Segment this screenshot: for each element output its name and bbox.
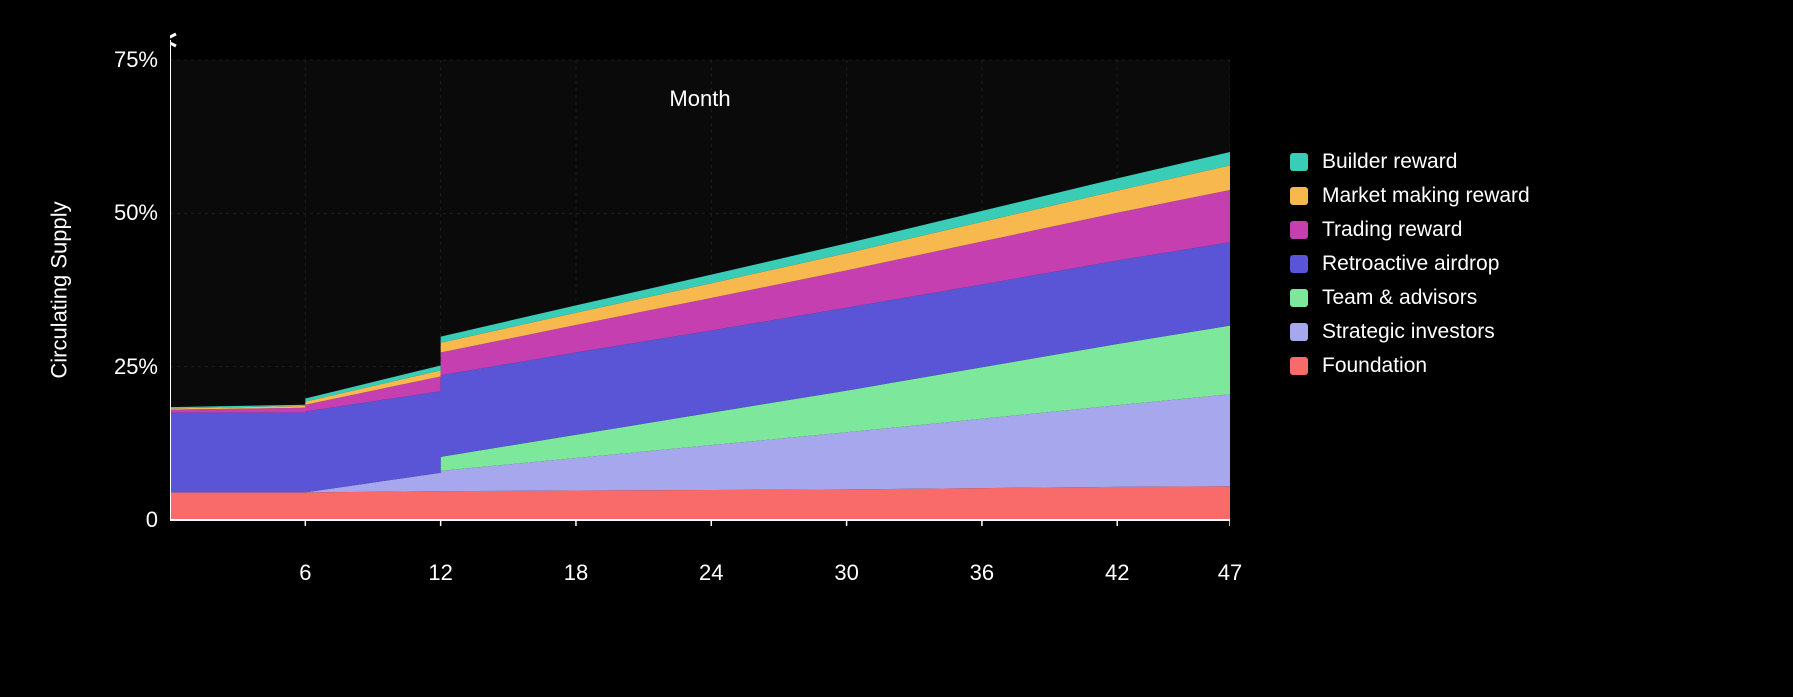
x-axis-ticks: 612182430364247: [170, 550, 1230, 586]
x-axis-label: Month: [669, 86, 730, 112]
legend-swatch: [1290, 187, 1308, 205]
y-tick: 0: [146, 507, 158, 533]
y-tick: 50%: [114, 200, 158, 226]
y-axis-ticks: 0 25% 50% 75%: [80, 30, 170, 550]
legend-label: Market making reward: [1322, 184, 1530, 208]
legend-swatch: [1290, 323, 1308, 341]
y-axis-label-container: Circulating Supply: [40, 30, 80, 550]
y-tick: 75%: [114, 47, 158, 73]
legend-swatch: [1290, 357, 1308, 375]
y-axis-label: Circulating Supply: [47, 201, 73, 378]
legend-swatch: [1290, 289, 1308, 307]
legend-swatch: [1290, 221, 1308, 239]
legend-label: Team & advisors: [1322, 286, 1477, 310]
legend: Builder reward Market making reward Tradin…: [1290, 150, 1530, 388]
legend-label: Trading reward: [1322, 218, 1462, 242]
legend-item: Retroactive airdrop: [1290, 252, 1530, 276]
x-tick: 12: [428, 560, 452, 586]
chart-plot-area: 612182430364247 Month: [170, 30, 1230, 550]
x-tick: 36: [970, 560, 994, 586]
legend-item: Foundation: [1290, 354, 1530, 378]
x-tick: 42: [1105, 560, 1129, 586]
x-tick: 24: [699, 560, 723, 586]
x-tick: 47: [1218, 560, 1242, 586]
legend-item: Market making reward: [1290, 184, 1530, 208]
legend-item: Trading reward: [1290, 218, 1530, 242]
x-tick: 18: [564, 560, 588, 586]
legend-item: Strategic investors: [1290, 320, 1530, 344]
legend-swatch: [1290, 153, 1308, 171]
legend-swatch: [1290, 255, 1308, 273]
legend-item: Builder reward: [1290, 150, 1530, 174]
legend-item: Team & advisors: [1290, 286, 1530, 310]
y-tick: 25%: [114, 354, 158, 380]
legend-label: Foundation: [1322, 354, 1427, 378]
legend-label: Builder reward: [1322, 150, 1457, 174]
x-tick: 30: [834, 560, 858, 586]
legend-label: Strategic investors: [1322, 320, 1495, 344]
legend-label: Retroactive airdrop: [1322, 252, 1499, 276]
x-tick: 6: [299, 560, 311, 586]
chart-container: Circulating Supply 025%50%75% 6121824303…: [0, 0, 1793, 697]
